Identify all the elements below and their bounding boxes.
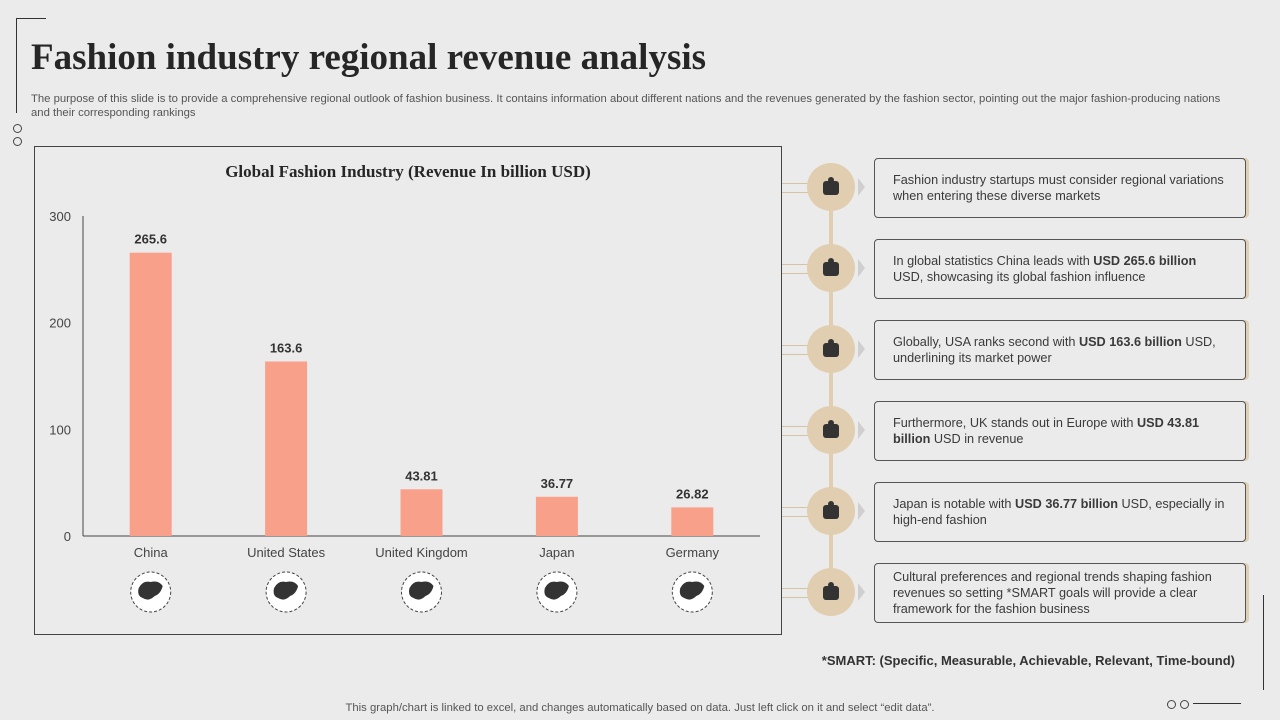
- chart-frame[interactable]: [34, 146, 782, 635]
- page-title: Fashion industry regional revenue analys…: [31, 37, 707, 78]
- insight-text: Furthermore, UK stands out in Europe wit…: [875, 415, 1245, 447]
- data-label: 265.6: [134, 232, 167, 247]
- insight-text-part: Fashion industry startups must consider …: [893, 173, 1224, 203]
- page-subtitle: The purpose of this slide is to provide …: [31, 93, 1221, 119]
- chevron-right-icon: [858, 583, 865, 601]
- smart-note: *SMART: (Specific, Measurable, Achievabl…: [821, 653, 1235, 668]
- chevron-right-icon: [858, 421, 865, 439]
- insight-card: Cultural preferences and regional trends…: [874, 563, 1246, 623]
- dress-handbag-icon: [807, 163, 855, 211]
- chevron-right-icon: [858, 259, 865, 277]
- insight-card: Furthermore, UK stands out in Europe wit…: [874, 401, 1246, 461]
- y-tick-label: 0: [64, 529, 71, 544]
- insight-highlight: USD 265.6 billion: [1093, 254, 1197, 268]
- chevron-right-icon: [858, 178, 865, 196]
- insight-card: Globally, USA ranks second with USD 163.…: [874, 320, 1246, 380]
- connector-line: [782, 264, 808, 274]
- bar-united-kingdom: [400, 489, 443, 536]
- insight-highlight: USD 36.77 billion: [1015, 497, 1118, 511]
- x-tick-label: Japan: [539, 545, 574, 560]
- connector-line: [782, 345, 808, 355]
- decor-ring: [13, 124, 22, 133]
- y-tick-label: 100: [49, 422, 71, 437]
- connector-line: [782, 183, 808, 193]
- data-label: 163.6: [270, 340, 303, 355]
- y-tick-label: 200: [49, 316, 71, 331]
- presentation-chart-icon: [807, 244, 855, 292]
- x-tick-label: Germany: [666, 545, 720, 560]
- decor-ring: [1167, 700, 1176, 709]
- insight-text-part: USD, underlining its market power: [893, 335, 1216, 365]
- data-label: 26.82: [676, 486, 709, 501]
- decor-line-horizontal: [16, 18, 46, 19]
- connector-line: [782, 426, 808, 436]
- usa-map-icon-shape: [273, 581, 299, 600]
- japan-map-icon-shape: [544, 581, 569, 600]
- insight-card: In global statistics China leads with US…: [874, 239, 1246, 299]
- insight-text-part: Cultural preferences and regional trends…: [893, 570, 1212, 616]
- growth-chart-gear-icon: [807, 406, 855, 454]
- decor-line-vertical: [16, 18, 17, 113]
- data-label: 43.81: [405, 468, 438, 483]
- china-map-icon-shape: [138, 581, 163, 600]
- decor-ring: [13, 137, 22, 146]
- insight-text: Cultural preferences and regional trends…: [875, 569, 1245, 617]
- insight-text-part: USD, showcasing its global fashion influ…: [893, 270, 1146, 284]
- uk-map-icon-shape: [409, 581, 434, 600]
- decor-ring: [1180, 700, 1189, 709]
- chevron-right-icon: [858, 340, 865, 358]
- insight-text-part: USD, especially in high-end fashion: [893, 497, 1225, 527]
- insight-text-part: Furthermore, UK stands out in Europe wit…: [893, 416, 1137, 430]
- insight-text-part: In global statistics China leads with: [893, 254, 1094, 268]
- insight-text-part: Globally, USA ranks second with: [893, 335, 1079, 349]
- bar-japan: [535, 496, 578, 536]
- x-tick-label: United Kingdom: [375, 545, 468, 560]
- insight-text: Japan is notable with USD 36.77 billion …: [875, 496, 1245, 528]
- germany-map-icon-shape: [679, 581, 705, 600]
- insight-text-part: Japan is notable with: [893, 497, 1016, 511]
- bar-united-states: [265, 361, 308, 536]
- insight-card: Fashion industry startups must consider …: [874, 158, 1246, 218]
- insight-text: Globally, USA ranks second with USD 163.…: [875, 334, 1245, 366]
- insight-highlight: USD 163.6 billion: [1078, 335, 1182, 349]
- x-tick-label: China: [134, 545, 169, 560]
- insight-text-part: USD in revenue: [930, 432, 1024, 446]
- connector-line: [782, 507, 808, 517]
- connector-line: [782, 588, 808, 598]
- people-globe-icon: [807, 568, 855, 616]
- insight-card: Japan is notable with USD 36.77 billion …: [874, 482, 1246, 542]
- y-tick-label: 300: [49, 209, 71, 224]
- globe-hand-icon: [807, 325, 855, 373]
- insight-text: In global statistics China leads with US…: [875, 253, 1245, 285]
- timeline-spine: [829, 190, 833, 590]
- bar-china: [129, 252, 172, 536]
- insight-highlight: USD 43.81 billion: [893, 416, 1200, 446]
- insight-text: Fashion industry startups must consider …: [875, 172, 1245, 204]
- decor-line-vertical: [1263, 595, 1264, 690]
- chevron-right-icon: [858, 502, 865, 520]
- chart-title: Global Fashion Industry (Revenue In bill…: [225, 162, 591, 181]
- data-label: 36.77: [541, 476, 574, 491]
- bar-germany: [671, 507, 714, 536]
- x-tick-label: United States: [247, 545, 326, 560]
- decor-line-horizontal: [1193, 703, 1241, 704]
- dress-mannequin-icon: [807, 487, 855, 535]
- footer-note: This graph/chart is linked to excel, and…: [345, 702, 935, 714]
